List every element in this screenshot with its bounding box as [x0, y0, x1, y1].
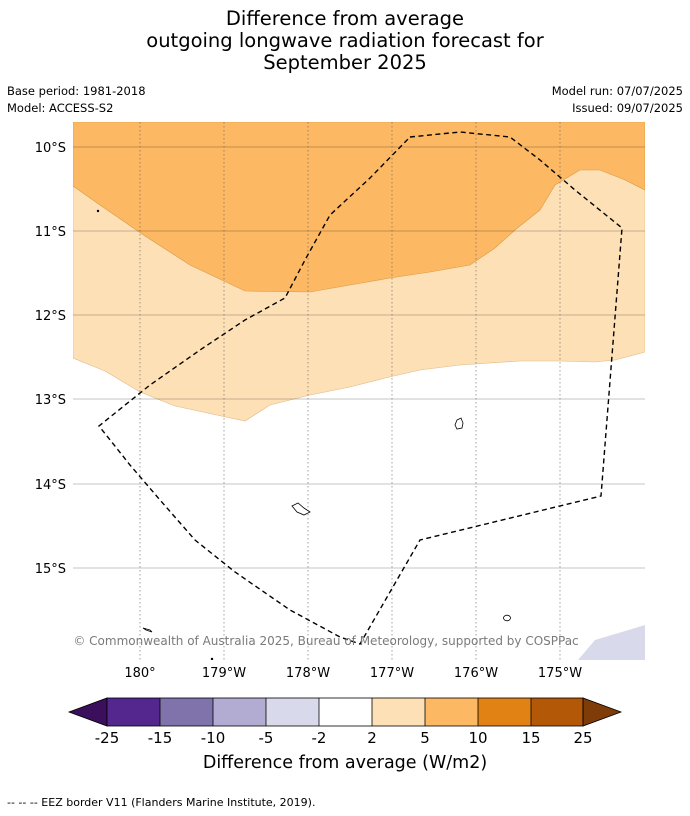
colorbar-dividers: [159, 698, 532, 726]
meta-right: Model run: 07/07/2025 Issued: 09/07/2025: [552, 83, 683, 117]
lat-label-14s: 14°S: [35, 478, 66, 493]
colorbar-tick-10: 25: [573, 729, 592, 747]
colorbar-bin-8: [478, 698, 531, 726]
island-central: [291, 502, 311, 516]
lon-label-179w: 179°W: [202, 666, 246, 681]
island-east: [454, 417, 464, 430]
island-dot-north: [96, 209, 100, 213]
model-run: Model run: 07/07/2025: [551, 84, 683, 98]
colorbar: -25 -15 -10 -5 -2 2 5 10 15 25: [67, 697, 623, 747]
colorbar-frame: [106, 697, 584, 727]
eez-border: [98, 131, 623, 645]
lon-label-178w: 178°W: [286, 666, 330, 681]
copyright-notice: © Commonwealth of Australia 2025, Bureau…: [73, 634, 578, 648]
title-line-3: September 2025: [263, 51, 427, 74]
lon-label-175w: 175°W: [538, 666, 582, 681]
anomaly-region-light-purple: [578, 625, 645, 660]
island-southeast: [503, 614, 511, 622]
title-line-2: outgoing longwave radiation forecast for: [146, 29, 544, 52]
colorbar-bin-9: [531, 698, 583, 726]
map-title: Difference from average outgoing longwav…: [0, 8, 690, 74]
anomaly-region-orange: [73, 122, 645, 293]
lon-label-176w: 176°W: [454, 666, 498, 681]
eez-border-legend: -- -- -- EEZ border V11 (Flanders Marine…: [7, 796, 316, 809]
colorbar-bin-1: [107, 698, 160, 726]
island-southwest: [142, 627, 153, 633]
colorbar-bin-6: [372, 698, 425, 726]
colorbar-bin-7: [425, 698, 478, 726]
colorbar-tick-9: 15: [521, 729, 540, 747]
colorbar-tick-2: -15: [148, 729, 173, 747]
lat-label-11s: 11°S: [35, 225, 66, 240]
colorbar-tick-1: -25: [95, 729, 120, 747]
colorbar-bin-4: [266, 698, 319, 726]
islands: [96, 209, 511, 660]
title-line-1: Difference from average: [225, 7, 465, 30]
longitude-gridlines: [139, 122, 561, 660]
colorbar-extend-high: [582, 697, 623, 727]
issued-date: Issued: 09/07/2025: [572, 101, 683, 115]
longitude-labels: 180° 179°W 178°W 177°W 176°W 175°W: [124, 666, 582, 681]
lon-label-177w: 177°W: [370, 666, 414, 681]
latitude-gridlines: [73, 146, 645, 569]
colorbar-bin-2: [160, 698, 213, 726]
colorbar-title: Difference from average (W/m2): [202, 753, 488, 773]
colorbar-tick-8: 10: [468, 729, 487, 747]
lat-label-12s: 12°S: [35, 309, 66, 324]
colorbar-tick-4: -5: [259, 729, 274, 747]
colorbar-tick-5: -2: [312, 729, 327, 747]
meta-left: Base period: 1981-2018 Model: ACCESS-S2: [7, 83, 146, 117]
lon-label-180: 180°: [124, 666, 155, 681]
model-name: Model: ACCESS-S2: [7, 101, 114, 115]
lat-label-13s: 13°S: [35, 393, 66, 408]
colorbar-extend-low: [67, 697, 108, 727]
colorbar-bin-5: [319, 698, 372, 726]
colorbar-tick-3: -10: [201, 729, 226, 747]
colorbar-ticks: -25 -15 -10 -5 -2 2 5 10 15 25: [95, 729, 593, 747]
colorbar-tick-6: 2: [367, 729, 377, 747]
map-area: © Commonwealth of Australia 2025, Bureau…: [73, 122, 645, 660]
island-dot-south: [210, 657, 214, 660]
base-period: Base period: 1981-2018: [7, 84, 146, 98]
colorbar-bin-3: [213, 698, 266, 726]
lat-label-15s: 15°S: [35, 562, 66, 577]
latitude-labels: 10°S 11°S 12°S 13°S 14°S 15°S: [35, 141, 66, 577]
colorbar-tick-7: 5: [420, 729, 430, 747]
lat-label-10s: 10°S: [35, 141, 66, 156]
